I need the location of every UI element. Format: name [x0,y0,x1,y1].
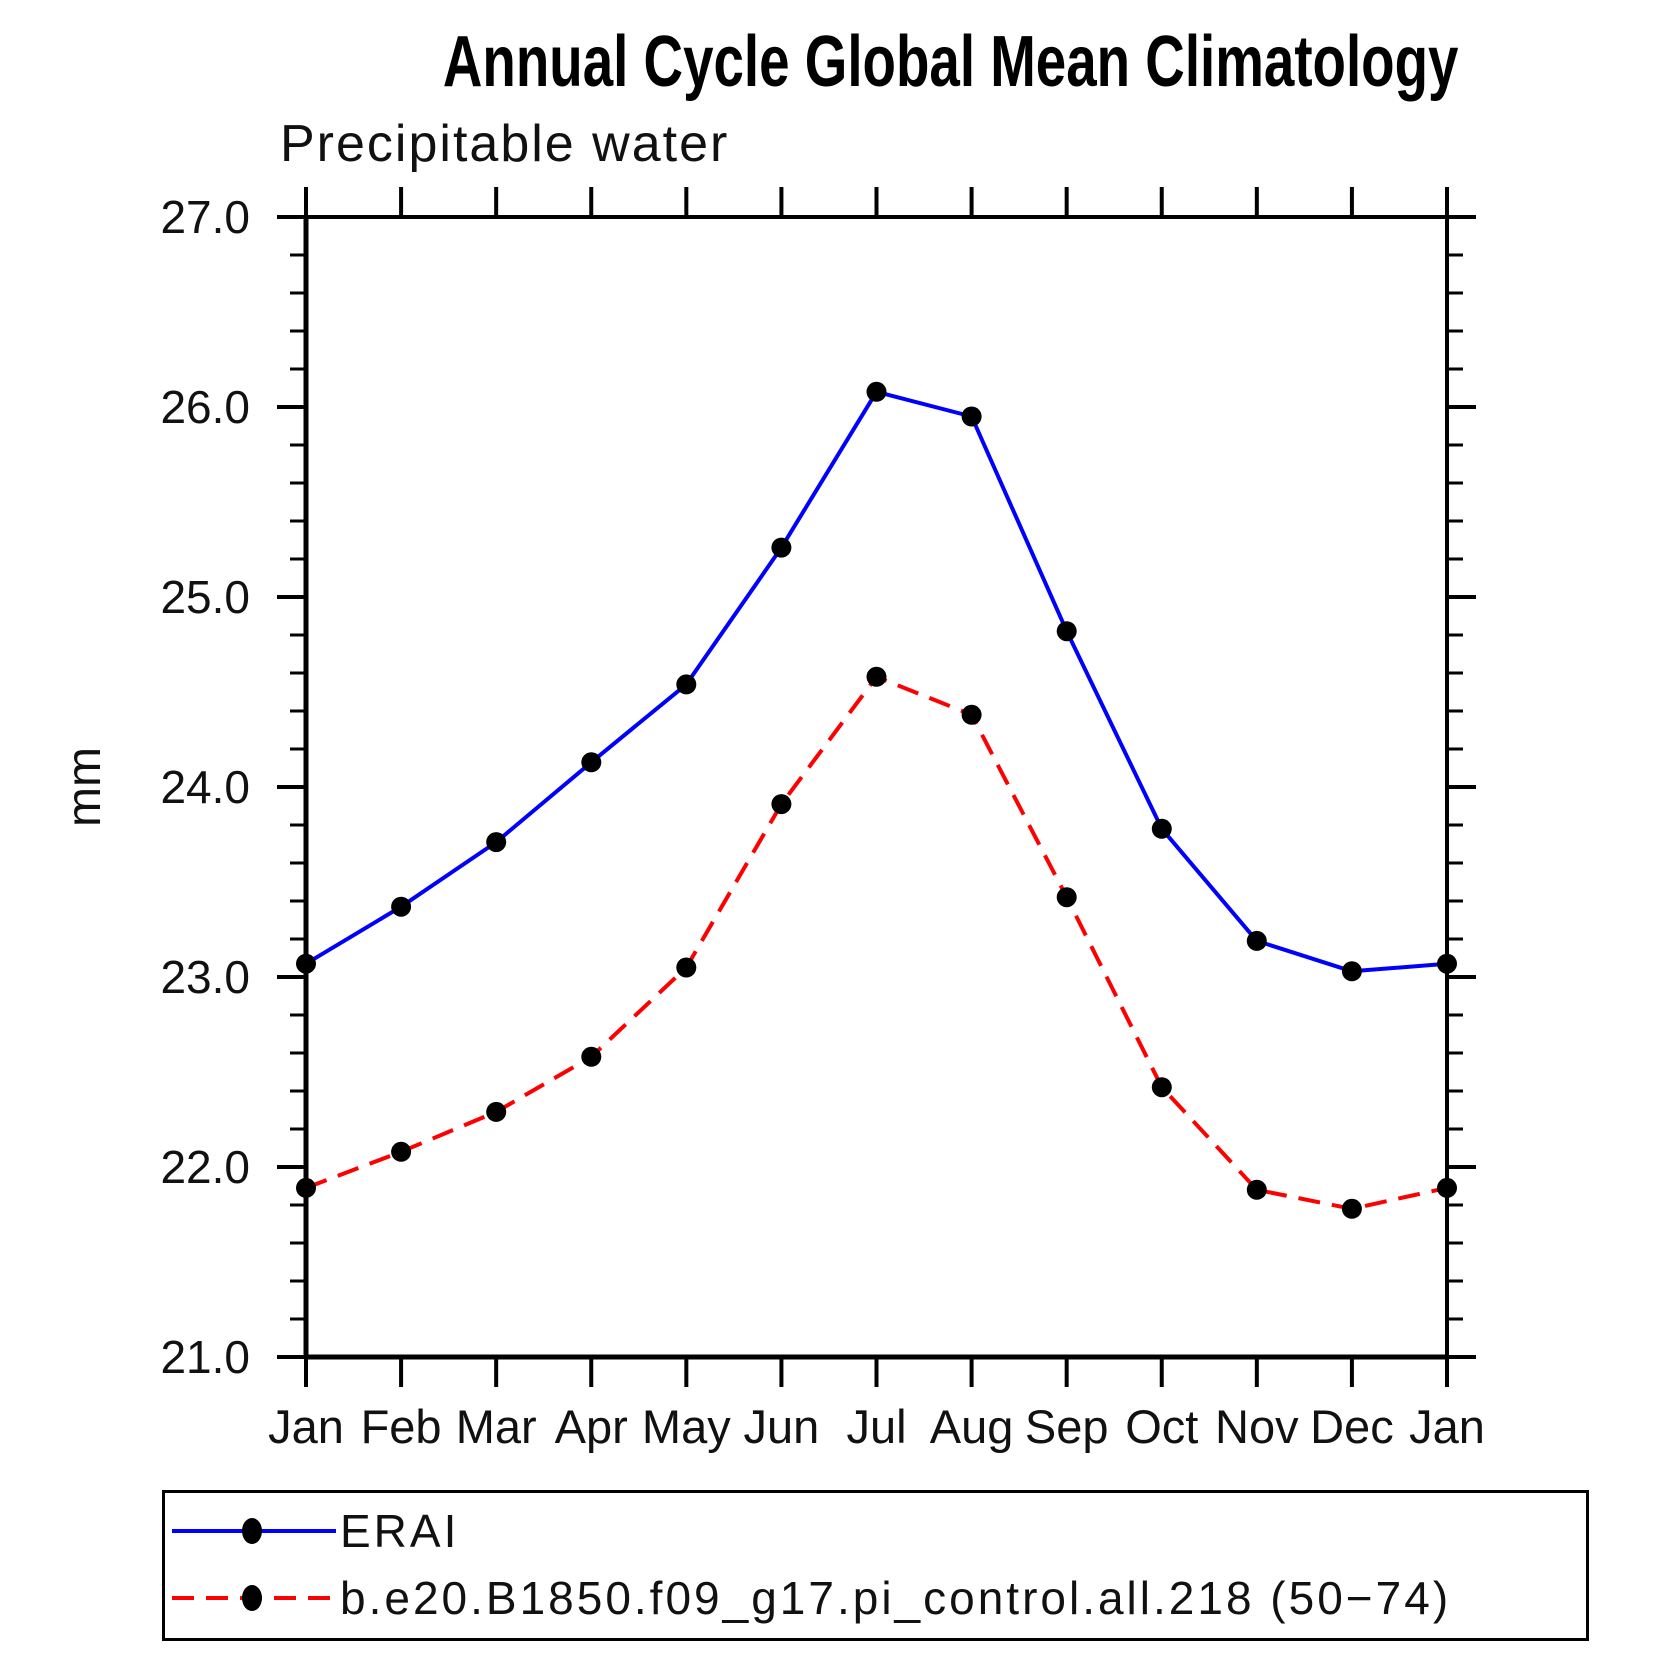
x-tick-label: Oct [1125,1400,1198,1453]
series-marker-1 [391,1141,412,1162]
series-marker-1 [1246,1179,1267,1200]
series-marker-0 [581,752,602,773]
x-tick-label: Jul [846,1400,906,1453]
chart-title: Annual Cycle Global Mean Climatology [442,22,1459,102]
series-marker-0 [1151,818,1172,839]
legend-item-erai: ERAI [170,1505,459,1557]
series-marker-0 [1341,961,1362,982]
series-marker-0 [1246,930,1267,951]
series-marker-1 [1437,1177,1457,1198]
series-marker-0 [296,953,316,974]
series-marker-0 [486,832,507,853]
legend-item-model: b.e20.B1850.f09_g17.pi_control.all.218 (… [170,1572,1451,1624]
legend-label-model: b.e20.B1850.f09_g17.pi_control.all.218 (… [340,1572,1452,1624]
legend-marker-0 [242,1518,262,1544]
series-marker-0 [1437,953,1457,974]
series-marker-1 [1151,1077,1172,1098]
y-tick-label: 27.0 [160,191,250,243]
series-marker-0 [676,674,697,695]
x-tick-label: Nov [1215,1400,1299,1453]
series-marker-0 [866,381,887,402]
legend-label-erai: ERAI [340,1505,460,1557]
y-tick-label: 24.0 [160,761,250,813]
series-marker-0 [391,896,412,917]
x-tick-label: Aug [930,1400,1014,1453]
series-marker-0 [1056,621,1077,642]
x-tick-label: Jun [744,1400,820,1453]
x-tick-label: Sep [1025,1400,1109,1453]
series-marker-1 [771,794,792,815]
y-tick-label: 25.0 [160,571,250,623]
x-tick-label: Jan [268,1400,344,1453]
series-marker-1 [1341,1198,1362,1219]
x-tick-label: Feb [361,1400,442,1453]
series-marker-1 [866,666,887,687]
y-tick-label: 21.0 [160,1331,250,1383]
x-tick-label: Jan [1409,1400,1485,1453]
series-marker-1 [296,1177,316,1198]
series-marker-1 [676,957,697,978]
x-tick-label: Dec [1310,1400,1394,1453]
x-tick-label: Mar [456,1400,537,1453]
series-marker-1 [1056,887,1077,908]
series-marker-1 [581,1046,602,1067]
legend-sample-0 [172,1518,336,1544]
series-marker-0 [771,537,792,558]
series-marker-0 [961,406,982,427]
y-tick-label: 23.0 [160,951,250,1003]
series-marker-1 [486,1101,507,1122]
x-tick-label: May [642,1400,731,1453]
y-axis-title: mm [58,747,111,827]
legend-marker-1 [242,1585,262,1611]
legend-sample-1 [172,1585,336,1611]
x-tick-label: Apr [555,1400,628,1453]
legend: ERAI b.e20.B1850.f09_g17.pi_control.all.… [162,1490,1589,1641]
chart-subtitle: Precipitable water [280,115,730,173]
y-tick-label: 26.0 [160,381,250,433]
series-marker-1 [961,704,982,725]
y-tick-label: 22.0 [160,1141,250,1193]
series-line-1 [305,674,1448,1211]
